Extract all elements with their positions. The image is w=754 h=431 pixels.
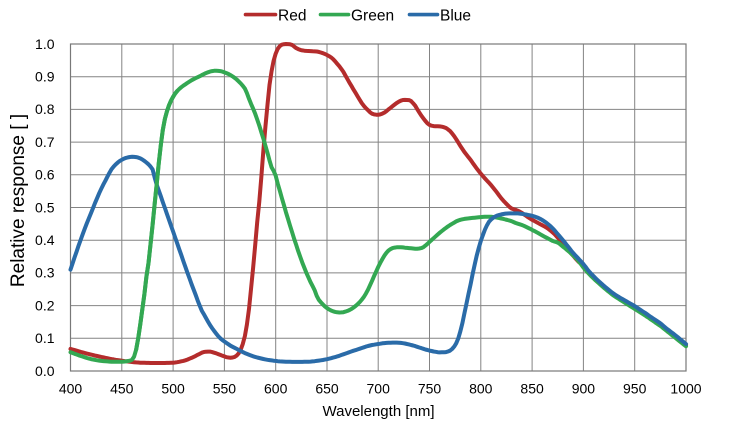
svg-text:0.0: 0.0 bbox=[35, 363, 55, 379]
svg-text:Green: Green bbox=[351, 7, 394, 24]
svg-text:500: 500 bbox=[161, 381, 185, 397]
svg-text:0.7: 0.7 bbox=[35, 134, 55, 150]
svg-text:0.4: 0.4 bbox=[35, 232, 55, 248]
svg-text:400: 400 bbox=[59, 381, 83, 397]
svg-text:Blue: Blue bbox=[440, 7, 471, 24]
svg-text:0.2: 0.2 bbox=[35, 297, 55, 313]
svg-text:1000: 1000 bbox=[670, 381, 701, 397]
svg-text:1.0: 1.0 bbox=[35, 36, 55, 52]
svg-text:Relative response [ ]: Relative response [ ] bbox=[8, 114, 29, 287]
svg-text:0.9: 0.9 bbox=[35, 69, 55, 85]
svg-text:600: 600 bbox=[264, 381, 288, 397]
svg-text:450: 450 bbox=[110, 381, 134, 397]
svg-text:0.1: 0.1 bbox=[35, 330, 55, 346]
svg-text:900: 900 bbox=[572, 381, 596, 397]
svg-text:950: 950 bbox=[623, 381, 647, 397]
svg-text:750: 750 bbox=[418, 381, 442, 397]
svg-text:650: 650 bbox=[315, 381, 339, 397]
svg-text:850: 850 bbox=[520, 381, 544, 397]
svg-text:Wavelength [nm]: Wavelength [nm] bbox=[323, 403, 435, 420]
svg-text:550: 550 bbox=[213, 381, 237, 397]
svg-text:0.8: 0.8 bbox=[35, 101, 55, 117]
svg-text:Red: Red bbox=[278, 7, 306, 24]
svg-text:700: 700 bbox=[367, 381, 391, 397]
svg-text:0.5: 0.5 bbox=[35, 199, 55, 215]
svg-text:0.6: 0.6 bbox=[35, 167, 55, 183]
svg-text:800: 800 bbox=[469, 381, 493, 397]
svg-text:0.3: 0.3 bbox=[35, 265, 55, 281]
